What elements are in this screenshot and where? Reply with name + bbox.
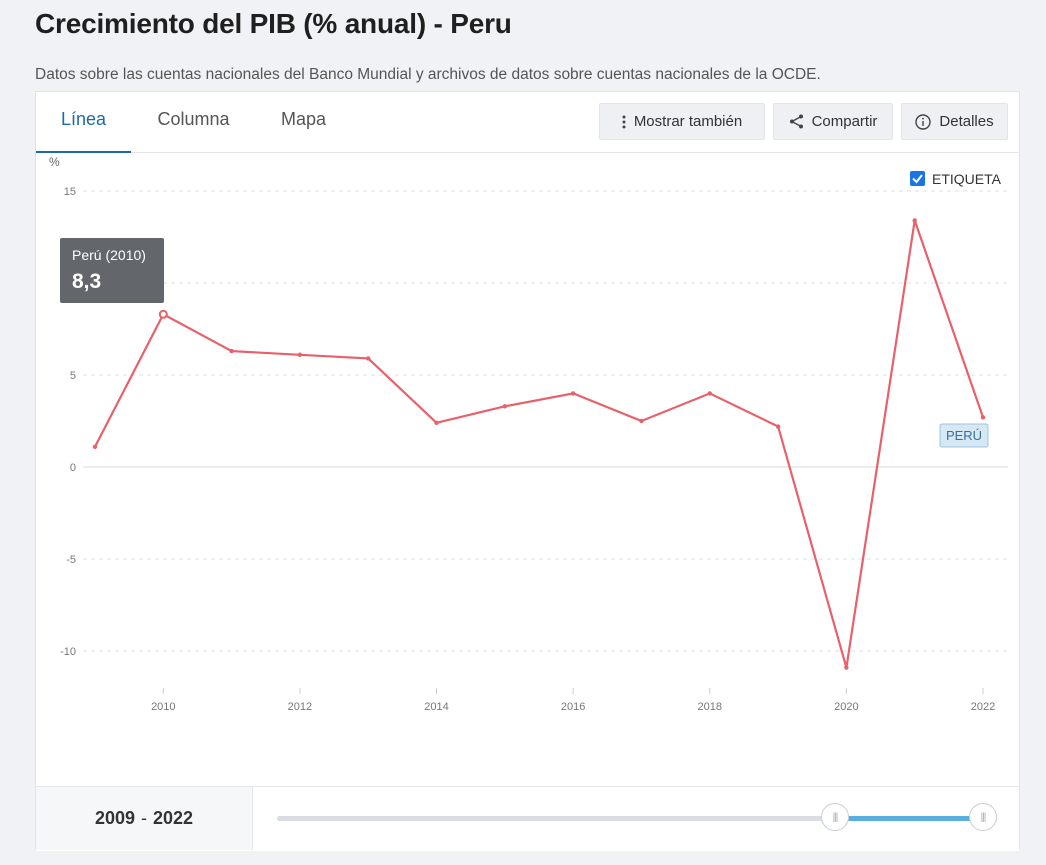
- series-tag: PERÚ: [939, 423, 989, 448]
- tab-columna[interactable]: Columna: [157, 109, 230, 129]
- range-slider-fill: [835, 816, 982, 821]
- tooltip-value: 8,3: [72, 270, 101, 293]
- show-also-label: Mostrar también: [633, 113, 743, 130]
- show-also-button[interactable]: Mostrar también: [599, 103, 765, 140]
- data-point[interactable]: [92, 444, 98, 449]
- share-label: Compartir: [811, 113, 878, 130]
- data-point[interactable]: [229, 348, 234, 354]
- label-checkbox[interactable]: [910, 171, 925, 186]
- details-button[interactable]: Detalles: [901, 103, 1008, 140]
- gdp-line-chart: 15 5 0 -5 -10 2010 2012 2014 2016 2018 2020 2022 %…: [49, 155, 1008, 713]
- share-icon: [789, 114, 804, 129]
- data-point[interactable]: [434, 420, 439, 426]
- tooltip: Perú (2010) 8,3: [60, 238, 164, 303]
- data-point[interactable]: [297, 352, 303, 357]
- range-slider-track[interactable]: [277, 816, 982, 821]
- series-tag-label: PERÚ: [946, 428, 982, 443]
- chart-panel: Línea Columna Mapa Mostrar también Compa…: [35, 91, 1020, 851]
- range-footer: 2009 - 2022 ||| |||: [36, 786, 1019, 851]
- data-point[interactable]: [158, 309, 168, 319]
- data-point[interactable]: [570, 391, 576, 396]
- share-button[interactable]: Compartir: [773, 103, 893, 140]
- info-icon: [915, 113, 932, 130]
- label-checkbox-text: ETIQUETA: [932, 171, 1002, 187]
- page-subtitle: Datos sobre las cuentas nacionales del B…: [35, 66, 821, 83]
- label-toggle[interactable]: ETIQUETA: [910, 171, 1002, 187]
- x-tick-label: 2020: [834, 701, 858, 713]
- data-point[interactable]: [639, 418, 644, 424]
- y-tick-label: 5: [70, 370, 76, 382]
- data-point[interactable]: [844, 665, 849, 670]
- data-point[interactable]: [980, 415, 986, 420]
- series-line-peru: [94, 220, 985, 668]
- tabs-bar: Línea Columna Mapa Mostrar también Compa…: [36, 92, 1019, 153]
- page-title: Crecimiento del PIB (% anual) - Peru: [35, 8, 512, 39]
- details-label: Detalles: [939, 113, 994, 130]
- x-tick-label: 2016: [561, 701, 585, 713]
- data-point[interactable]: [775, 424, 781, 429]
- x-tick-label: 2012: [288, 701, 312, 713]
- tab-mapa[interactable]: Mapa: [280, 109, 327, 129]
- year-range-display: 2009 - 2022: [36, 787, 253, 850]
- y-axis-unit-label: %: [49, 155, 60, 169]
- range-separator: -: [141, 808, 147, 828]
- y-tick-label: 15: [64, 186, 76, 198]
- range-start-handle[interactable]: |||: [821, 803, 849, 831]
- x-tick-label: 2018: [698, 701, 722, 713]
- y-tick-label: -10: [60, 646, 76, 658]
- more-vertical-icon: [622, 115, 626, 129]
- range-end-handle[interactable]: |||: [969, 803, 997, 831]
- x-tick-label: 2014: [424, 701, 448, 713]
- grip-icon: |||: [832, 811, 839, 823]
- grip-icon: |||: [980, 811, 987, 823]
- range-start: 2009: [94, 808, 135, 828]
- tooltip-label: Perú (2010): [72, 247, 146, 263]
- data-point[interactable]: [707, 391, 712, 396]
- check-icon: [912, 174, 923, 184]
- x-tick-label: 2010: [151, 701, 175, 713]
- y-tick-label: -5: [66, 554, 76, 566]
- y-tick-label: 0: [70, 462, 76, 474]
- tab-linea[interactable]: Línea: [36, 92, 131, 153]
- data-point[interactable]: [502, 404, 508, 409]
- x-tick-label: 2022: [971, 701, 995, 713]
- range-end: 2022: [153, 808, 194, 828]
- data-point[interactable]: [366, 356, 371, 361]
- data-point[interactable]: [912, 218, 917, 223]
